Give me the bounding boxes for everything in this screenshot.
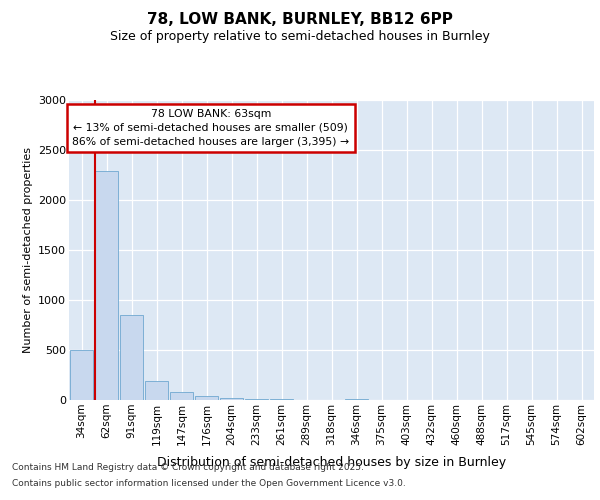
Text: 78 LOW BANK: 63sqm
← 13% of semi-detached houses are smaller (509)
86% of semi-d: 78 LOW BANK: 63sqm ← 13% of semi-detache… <box>72 109 349 147</box>
Bar <box>95 171 118 400</box>
Bar <box>195 396 218 400</box>
Y-axis label: Number of semi-detached properties: Number of semi-detached properties <box>23 147 32 353</box>
Bar <box>270 399 293 400</box>
Text: Size of property relative to semi-detached houses in Burnley: Size of property relative to semi-detach… <box>110 30 490 43</box>
Bar <box>220 398 243 400</box>
Bar <box>245 398 268 400</box>
X-axis label: Distribution of semi-detached houses by size in Burnley: Distribution of semi-detached houses by … <box>157 456 506 469</box>
Text: 78, LOW BANK, BURNLEY, BB12 6PP: 78, LOW BANK, BURNLEY, BB12 6PP <box>147 12 453 28</box>
Bar <box>345 399 368 400</box>
Text: Contains public sector information licensed under the Open Government Licence v3: Contains public sector information licen… <box>12 478 406 488</box>
Bar <box>70 350 93 400</box>
Text: Contains HM Land Registry data © Crown copyright and database right 2025.: Contains HM Land Registry data © Crown c… <box>12 464 364 472</box>
Bar <box>170 392 193 400</box>
Bar <box>120 315 143 400</box>
Bar <box>145 380 168 400</box>
